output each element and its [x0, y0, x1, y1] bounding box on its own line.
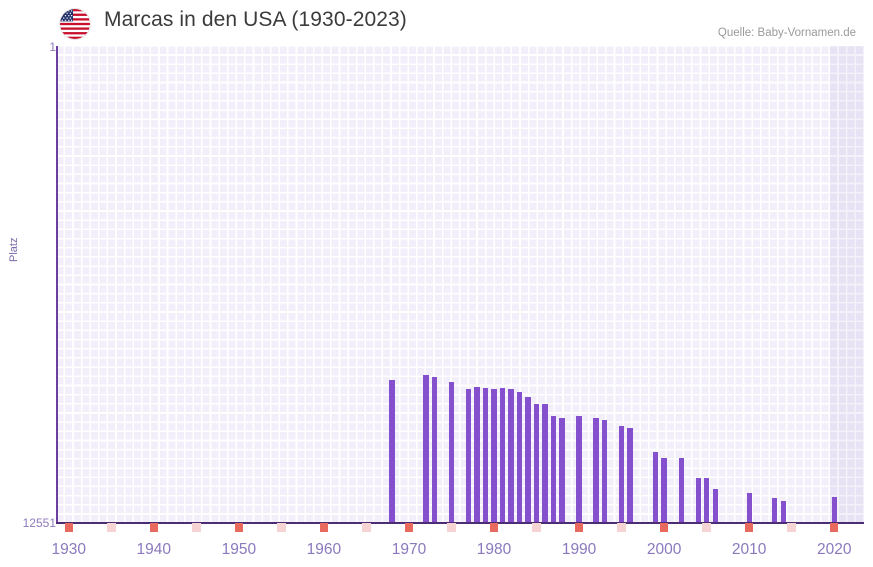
chart-header: Marcas in den USA (1930-2023) Quelle: Ba… [0, 0, 873, 46]
x-tick-marker-decade [489, 523, 499, 532]
bar [542, 404, 548, 523]
y-axis-tick-bottom: 12551 [22, 516, 56, 530]
bar [474, 387, 480, 523]
x-tick-marker-minor [362, 523, 371, 532]
x-tick-marker-minor [702, 523, 711, 532]
y-axis-tick-top: 1 [49, 40, 56, 54]
x-tick-marker-decade [64, 523, 73, 532]
bar [533, 404, 540, 523]
bar [389, 380, 395, 523]
bar [482, 388, 489, 523]
x-axis-tick-label: 2000 [646, 541, 682, 558]
bar [508, 389, 514, 523]
x-tick-marker-decade [574, 523, 584, 532]
bar [780, 501, 786, 523]
x-axis-tick-label: 2010 [731, 541, 767, 558]
x-axis-line [56, 522, 864, 524]
y-axis-title: Platz [8, 237, 20, 262]
bar [618, 426, 625, 523]
bar [431, 377, 438, 523]
bar [491, 389, 497, 523]
x-axis-ticks: 1930 1940 1950 1960 1970 1980 1990 2000 2010 2020 [52, 523, 864, 567]
x-axis-tick-label: 2020 [816, 541, 852, 558]
bar [772, 498, 778, 523]
x-tick-marker-minor [192, 523, 201, 532]
page-title: Marcas in den USA (1930-2023) [104, 8, 407, 31]
bar [695, 478, 701, 523]
bar [712, 489, 718, 523]
us-flag-icon [60, 9, 90, 39]
x-axis-tick-label: 1940 [136, 541, 172, 558]
x-tick-marker-decade [659, 523, 669, 532]
x-tick-marker-decade [149, 523, 159, 532]
bar [423, 375, 429, 523]
bar [593, 418, 599, 523]
bar [652, 452, 659, 523]
bar [559, 418, 565, 523]
bar [601, 420, 608, 523]
bar-series [56, 46, 864, 523]
x-tick-marker-decade [404, 523, 414, 532]
bar [516, 392, 523, 523]
bar [746, 493, 752, 523]
bar [678, 458, 684, 523]
x-tick-marker-minor [532, 523, 541, 532]
x-axis-tick-label: 1980 [476, 541, 512, 558]
x-tick-marker-decade [319, 523, 329, 532]
x-tick-marker-decade [744, 523, 754, 532]
x-axis-tick-label: 1950 [221, 541, 257, 558]
y-axis-line [56, 46, 58, 523]
bar [627, 428, 633, 523]
x-axis-tick-label: 1930 [51, 541, 86, 558]
x-tick-marker-minor [787, 523, 796, 532]
x-tick-marker-decade [234, 523, 244, 532]
bar [550, 416, 557, 523]
x-axis-tick-label: 1960 [306, 541, 342, 558]
bar [661, 458, 667, 523]
x-axis-tick-label: 1990 [561, 541, 597, 558]
x-tick-marker-minor [277, 523, 286, 532]
x-tick-marker-minor [447, 523, 456, 532]
x-tick-marker-minor [107, 523, 116, 532]
bar [448, 382, 455, 523]
bar [704, 478, 710, 523]
x-tick-marker-decade [829, 523, 839, 532]
bar [499, 388, 506, 523]
chart-source-label: Quelle: Baby-Vornamen.de [717, 27, 856, 39]
bar [831, 497, 837, 523]
bar [465, 389, 472, 523]
x-axis-tick-label: 1970 [391, 541, 427, 558]
x-tick-marker-minor [617, 523, 626, 532]
plot-gridlines [56, 46, 864, 523]
bar [525, 397, 531, 523]
bar [576, 416, 582, 523]
